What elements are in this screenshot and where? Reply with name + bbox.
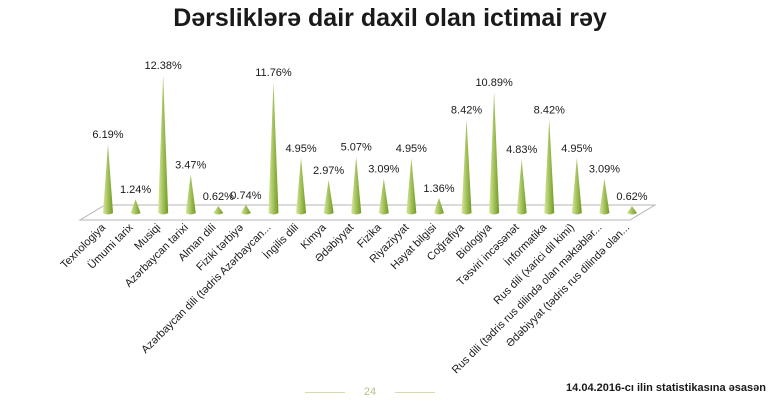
cone-bar (103, 144, 113, 215)
value-label: 2.97% (313, 165, 344, 177)
chart-floor (78, 204, 657, 221)
cone-bar (268, 82, 279, 215)
value-label: 8.42% (534, 104, 565, 116)
footer-rule-left (305, 392, 345, 393)
value-label: 1.36% (423, 183, 454, 195)
value-label: 8.42% (451, 104, 482, 116)
value-label: 11.76% (255, 67, 292, 79)
cone-bar (544, 119, 555, 215)
cone-bar (296, 157, 307, 215)
value-label: 0.62% (203, 191, 234, 203)
value-label: 1.24% (120, 184, 151, 196)
cone-bar (433, 197, 444, 215)
cone-bar (627, 206, 637, 215)
cone-bar (240, 204, 251, 215)
cone-bar (378, 178, 389, 215)
cone-bar (323, 179, 334, 215)
value-label: 4.95% (396, 143, 427, 155)
page-number: 24 (363, 386, 377, 398)
value-label: 0.62% (616, 191, 647, 203)
cone-bar (461, 119, 472, 215)
cone-bar (130, 199, 141, 215)
value-label: 4.95% (561, 143, 592, 155)
value-label: 3.09% (589, 164, 620, 176)
cone-bar (599, 178, 610, 215)
value-label: 3.09% (368, 164, 399, 176)
value-label: 10.89% (475, 77, 513, 89)
value-label: 5.07% (341, 142, 372, 154)
cone-bar (351, 156, 362, 215)
cone-bar (406, 157, 417, 215)
value-label: 4.83% (506, 144, 537, 156)
cone-bar (489, 91, 500, 215)
cone-bar (516, 159, 527, 215)
value-label: 0.74% (230, 190, 261, 202)
value-label: 4.95% (285, 143, 316, 155)
footer-rule-right (395, 392, 435, 393)
source-note: 14.04.2016-cı ilin statistikasına əsasən (566, 382, 766, 394)
cone-bar (158, 75, 169, 215)
value-label: 6.19% (92, 129, 123, 141)
cone-bar (185, 174, 196, 215)
cone-bar (571, 157, 582, 215)
chart-title: Dərsliklərə dair daxil olan ictimai rəy (173, 4, 607, 32)
cone-bar (213, 206, 224, 215)
value-label: 12.38% (145, 60, 183, 72)
value-label: 3.47% (175, 159, 206, 171)
